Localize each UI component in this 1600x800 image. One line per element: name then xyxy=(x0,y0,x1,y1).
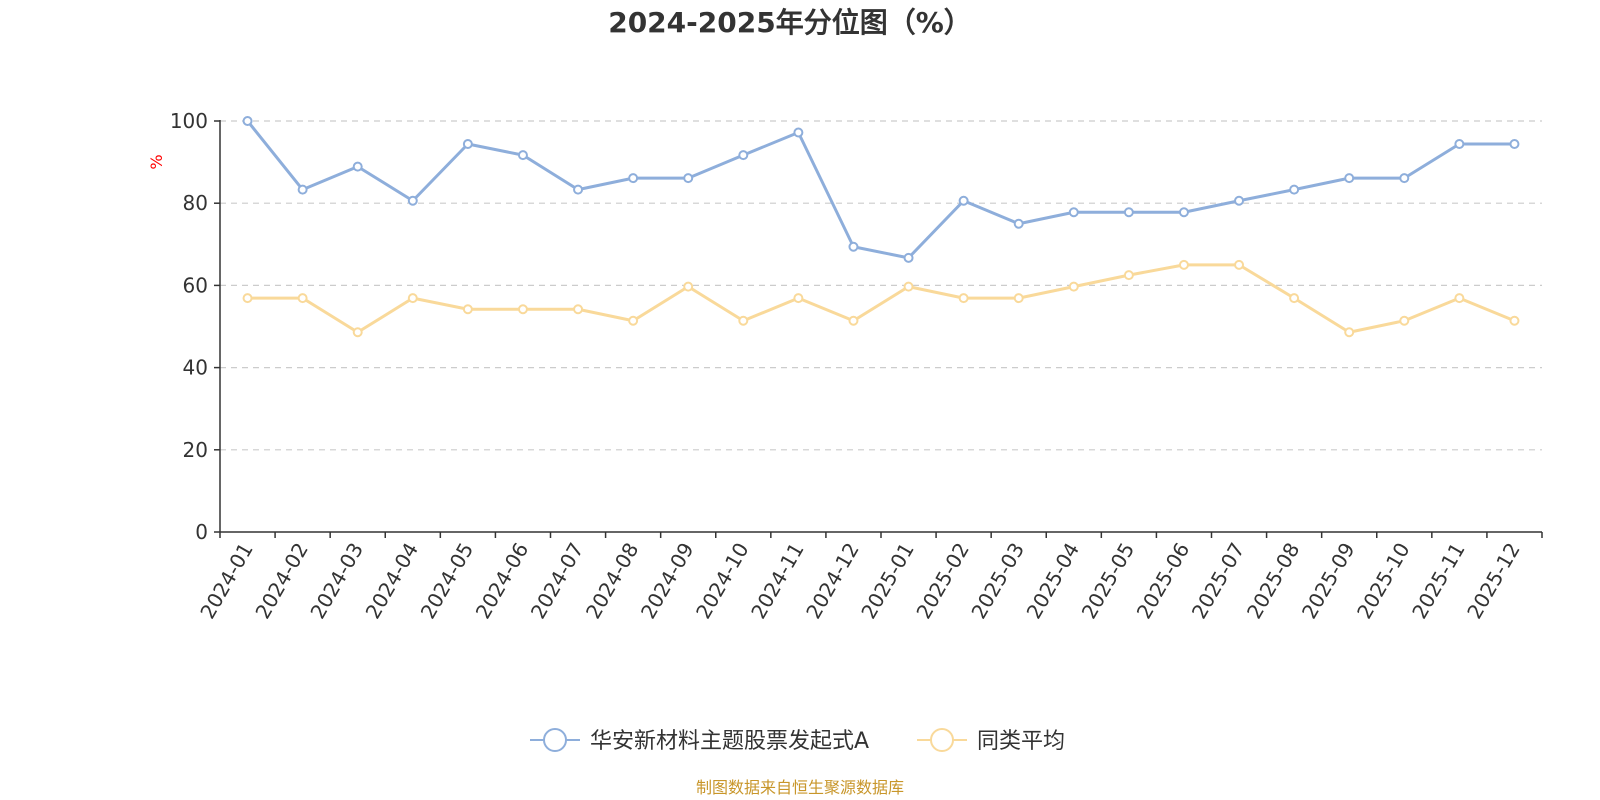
y-tick-label-0: 0 xyxy=(195,520,208,544)
x-tick-label-2024-08: 2024-08 xyxy=(581,539,644,623)
series-1-point-2024-08[interactable] xyxy=(628,315,639,326)
x-tick-label-2025-02: 2025-02 xyxy=(911,539,974,623)
chart-title: 2024-2025年分位图（%） xyxy=(608,6,972,39)
series-lines xyxy=(242,116,1520,338)
legend-fund-label: 华安新材料主题股票发起式A xyxy=(590,729,869,754)
source-note: 制图数据来自恒生聚源数据库 xyxy=(696,778,904,797)
series-0-point-2025-11[interactable] xyxy=(1454,139,1465,150)
series-1-point-2024-04[interactable] xyxy=(407,293,418,304)
x-tick-label-2024-11: 2024-11 xyxy=(746,539,809,623)
series-0-point-2024-04[interactable] xyxy=(407,195,418,206)
series-1-point-2025-10[interactable] xyxy=(1399,315,1410,326)
series-0-point-2024-08[interactable] xyxy=(628,173,639,184)
series-0-point-2025-03[interactable] xyxy=(1013,218,1024,229)
grid-lines xyxy=(220,120,1542,451)
x-tick-label-2025-04: 2025-04 xyxy=(1022,539,1085,623)
y-tick-label-80: 80 xyxy=(183,191,208,215)
x-tick-label-2024-09: 2024-09 xyxy=(636,539,699,623)
x-tick-label-2025-09: 2025-09 xyxy=(1297,539,1360,623)
x-tick-label-2024-10: 2024-10 xyxy=(691,539,754,623)
series-0-point-2025-12[interactable] xyxy=(1509,139,1520,150)
x-tick-label-2025-07: 2025-07 xyxy=(1187,539,1250,623)
series-0-point-2025-05[interactable] xyxy=(1123,207,1134,218)
series-0-point-2024-07[interactable] xyxy=(573,184,584,195)
series-1-point-2024-10[interactable] xyxy=(738,315,749,326)
series-1-point-2024-07[interactable] xyxy=(573,304,584,315)
series-1-point-2024-05[interactable] xyxy=(462,304,473,315)
series-1-point-2025-08[interactable] xyxy=(1289,293,1300,304)
series-0-point-2025-07[interactable] xyxy=(1234,195,1245,206)
y-tick-label-20: 20 xyxy=(183,438,208,462)
series-0-point-2024-02[interactable] xyxy=(297,184,308,195)
y-tick-label-100: 100 xyxy=(170,109,208,133)
x-tick-label-2024-06: 2024-06 xyxy=(471,539,534,623)
series-0-point-2024-05[interactable] xyxy=(462,139,473,150)
legend-average-circle-icon xyxy=(930,728,954,752)
series-1-point-2025-05[interactable] xyxy=(1123,270,1134,281)
series-1-point-2025-06[interactable] xyxy=(1178,259,1189,270)
series-1-point-2024-01[interactable] xyxy=(242,293,253,304)
series-1-point-2025-12[interactable] xyxy=(1509,315,1520,326)
legend-average-label: 同类平均 xyxy=(977,729,1065,754)
series-0-point-2024-01[interactable] xyxy=(242,116,253,126)
x-tick-label-2025-11: 2025-11 xyxy=(1407,539,1470,623)
x-tick-label-2024-03: 2024-03 xyxy=(305,539,368,623)
x-tick-label-2024-04: 2024-04 xyxy=(361,539,424,623)
series-line-1 xyxy=(247,263,1516,334)
series-line-0 xyxy=(246,120,1515,260)
series-0-point-2024-06[interactable] xyxy=(517,150,528,161)
series-1-point-2025-09[interactable] xyxy=(1344,327,1355,338)
series-1-point-2025-02[interactable] xyxy=(958,293,969,304)
series-0-point-2025-02[interactable] xyxy=(958,195,969,206)
y-tick-label-60: 60 xyxy=(183,273,208,297)
series-0-point-2025-06[interactable] xyxy=(1178,207,1189,218)
series-0-point-2025-10[interactable] xyxy=(1399,173,1410,184)
legend[interactable]: 华安新材料主题股票发起式A 同类平均 xyxy=(530,728,1065,754)
legend-item-average[interactable]: 同类平均 xyxy=(917,728,1065,754)
x-tick-label-2025-05: 2025-05 xyxy=(1077,539,1140,623)
series-1-point-2024-06[interactable] xyxy=(517,304,528,315)
series-0-point-2024-03[interactable] xyxy=(352,161,363,172)
series-1-point-2025-01[interactable] xyxy=(903,281,914,292)
x-tick-label-2024-01: 2024-01 xyxy=(195,539,258,623)
legend-item-fund[interactable]: 华安新材料主题股票发起式A xyxy=(530,728,869,754)
series-1-point-2025-03[interactable] xyxy=(1013,293,1024,304)
x-tick-label-2025-12: 2025-12 xyxy=(1462,539,1525,623)
y-axis-label: % xyxy=(147,154,166,169)
x-tick-label-2024-05: 2024-05 xyxy=(416,539,479,623)
x-tick-label-2024-07: 2024-07 xyxy=(526,539,589,623)
x-tick-label-2025-06: 2025-06 xyxy=(1132,539,1195,623)
series-0-point-2025-09[interactable] xyxy=(1344,173,1355,184)
legend-fund-circle-icon xyxy=(543,728,567,752)
series-1-point-2024-12[interactable] xyxy=(848,315,859,326)
series-1-point-2024-11[interactable] xyxy=(793,293,804,304)
x-tick-label-2025-03: 2025-03 xyxy=(966,539,1029,623)
x-tick-label-2025-10: 2025-10 xyxy=(1352,539,1415,623)
series-0-point-2024-11[interactable] xyxy=(793,127,804,138)
series-0-point-2024-09[interactable] xyxy=(683,173,694,184)
series-1-point-2025-11[interactable] xyxy=(1454,293,1465,304)
series-0-point-2024-10[interactable] xyxy=(738,150,749,161)
series-0-point-2024-12[interactable] xyxy=(848,241,859,252)
series-1-point-2024-09[interactable] xyxy=(683,281,694,292)
series-0-point-2025-01[interactable] xyxy=(903,252,914,263)
series-1-point-2024-02[interactable] xyxy=(297,293,308,304)
series-0-point-2025-04[interactable] xyxy=(1068,207,1079,218)
series-0-point-2025-08[interactable] xyxy=(1289,184,1300,195)
series-1-point-2025-07[interactable] xyxy=(1234,259,1245,270)
x-tick-label-2025-08: 2025-08 xyxy=(1242,539,1305,623)
x-tick-label-2024-02: 2024-02 xyxy=(250,539,313,623)
series-1-point-2025-04[interactable] xyxy=(1068,281,1079,292)
y-tick-label-40: 40 xyxy=(183,356,208,380)
series-1-point-2024-03[interactable] xyxy=(352,327,363,338)
x-tick-label-2025-01: 2025-01 xyxy=(856,539,919,623)
x-tick-label-2024-12: 2024-12 xyxy=(801,539,864,623)
axes: 0 20 40 60 80 100 2024-012024-022024-032024-04… xyxy=(170,109,1543,623)
